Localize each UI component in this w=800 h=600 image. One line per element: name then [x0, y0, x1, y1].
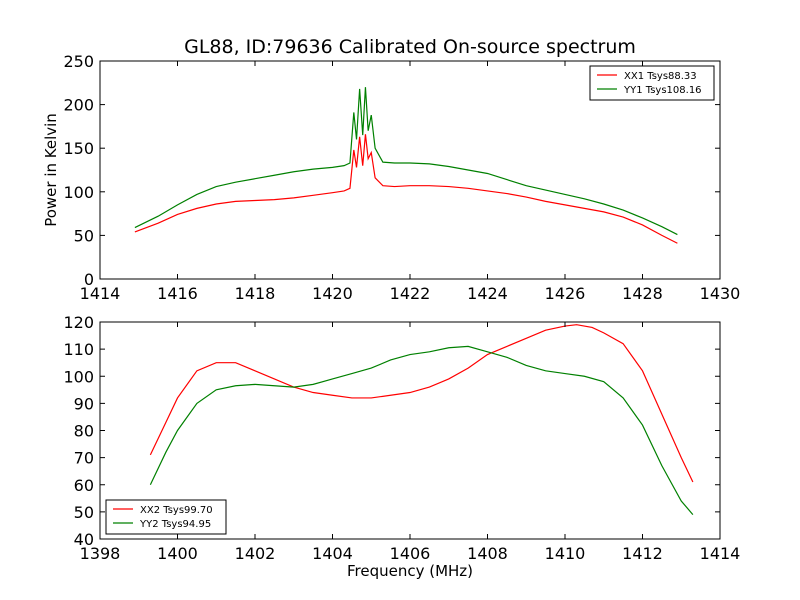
y-tick-label: 50: [74, 503, 94, 522]
x-tick-label: 1416: [157, 284, 198, 303]
x-tick-label: 1402: [235, 544, 276, 563]
series-line-2: [134, 87, 678, 236]
y-tick-label: 250: [63, 52, 94, 71]
y-tick-label: 120: [63, 313, 94, 332]
x-tick-label: 1430: [700, 284, 741, 303]
series-line-1: [149, 324, 694, 483]
y-tick-label: 100: [63, 367, 94, 386]
series-line-1: [134, 134, 678, 244]
y-tick-label: 70: [74, 449, 94, 468]
x-tick-label: 1406: [390, 544, 431, 563]
x-axis-label: Frequency (MHz): [347, 562, 473, 580]
y-tick-label: 60: [74, 476, 94, 495]
chart-title: GL88, ID:79636 Calibrated On-source spec…: [184, 36, 636, 58]
legend-label: YY2 Tsys94.95: [139, 519, 211, 530]
y-tick-label: 50: [74, 226, 94, 245]
x-tick-label: 1414: [700, 544, 741, 563]
legend-box: [589, 65, 715, 101]
top-panel: 1414 1416 1418 1420 1422 1424 1426 1428 1430 0 50 1…: [42, 36, 740, 303]
x-tick-label: 1404: [312, 544, 353, 563]
x-tick-label: 1424: [467, 284, 508, 303]
y-tick-label: 100: [63, 183, 94, 202]
legend-label: YY1 Tsys108.16: [623, 85, 702, 96]
x-tick-label: 1422: [390, 284, 431, 303]
legend-label: XX2 Tsys99.70: [140, 505, 213, 516]
x-tick-label: 1420: [312, 284, 353, 303]
legend-label: XX1 Tsys88.33: [624, 71, 697, 82]
y-axis-label: Power in Kelvin: [42, 113, 60, 227]
x-tick-label: 1410: [545, 544, 586, 563]
y-tick-label: 0: [84, 270, 94, 289]
legend-box: [105, 499, 227, 535]
y-tick-label: 40: [74, 530, 94, 549]
x-tick-label: 1408: [467, 544, 508, 563]
x-tick-label: 1400: [157, 544, 198, 563]
legend: XX1 Tsys88.33 YY1 Tsys108.16: [589, 65, 715, 101]
x-tick-label: 1418: [235, 284, 276, 303]
y-tick-label: 200: [63, 96, 94, 115]
y-tick-label: 80: [74, 422, 94, 441]
x-tick-label: 1426: [545, 284, 586, 303]
x-tick-label: 1398: [80, 544, 121, 563]
series-line-2: [149, 345, 694, 515]
x-tick-label: 1428: [622, 284, 663, 303]
y-tick-label: 90: [74, 394, 94, 413]
bottom-panel: 1398 1400 1402 1404 1406 1408 1410 1412 1414 40 50…: [63, 313, 740, 580]
y-tick-label: 110: [63, 340, 94, 359]
y-tick-label: 150: [63, 139, 94, 158]
x-tick-label: 1414: [80, 284, 121, 303]
x-tick-label: 1412: [622, 544, 663, 563]
legend: XX2 Tsys99.70 YY2 Tsys94.95: [105, 499, 227, 535]
